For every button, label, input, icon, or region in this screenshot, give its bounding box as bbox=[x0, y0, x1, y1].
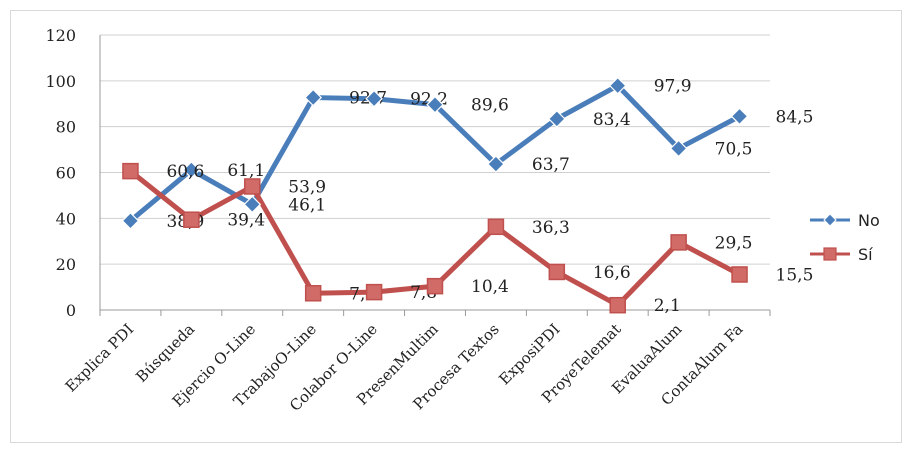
data-label: 53,9 bbox=[288, 177, 326, 197]
data-label: 29,5 bbox=[715, 233, 753, 253]
data-point-marker bbox=[183, 211, 200, 228]
data-point-marker bbox=[244, 178, 261, 195]
legend-marker bbox=[823, 213, 837, 227]
data-point-marker bbox=[182, 161, 201, 179]
data-label: 83,4 bbox=[593, 110, 631, 130]
data-label: 70,5 bbox=[715, 139, 753, 159]
data-point-marker bbox=[304, 285, 322, 302]
chart-frame bbox=[10, 10, 902, 443]
y-tick-label: 40 bbox=[56, 209, 76, 228]
y-tick-label: 60 bbox=[56, 164, 76, 183]
data-point-marker bbox=[365, 283, 383, 301]
data-point-marker bbox=[243, 195, 262, 214]
data-label: 46,1 bbox=[288, 195, 326, 215]
data-point-marker bbox=[670, 234, 687, 251]
data-label: 97,9 bbox=[654, 77, 692, 97]
x-tick-label: Búsqueda bbox=[132, 320, 198, 386]
x-tick-label: Explica PDI bbox=[62, 320, 138, 396]
y-tick-label: 100 bbox=[45, 72, 76, 91]
data-point-marker bbox=[426, 277, 444, 295]
legend-label: No bbox=[858, 211, 880, 230]
y-tick-label: 20 bbox=[56, 255, 76, 274]
y-tick-label: 120 bbox=[45, 26, 76, 45]
legend-label: Sí bbox=[858, 245, 873, 264]
data-point-marker bbox=[365, 89, 383, 108]
data-point-marker bbox=[121, 212, 140, 230]
data-label: 36,3 bbox=[532, 218, 570, 238]
data-label: 15,5 bbox=[776, 265, 814, 285]
data-label: 89,6 bbox=[471, 96, 509, 116]
data-point-marker bbox=[487, 155, 505, 173]
y-tick-label: 0 bbox=[66, 301, 76, 320]
data-label: 84,5 bbox=[776, 107, 814, 127]
data-point-marker bbox=[426, 95, 444, 114]
data-label: 2,1 bbox=[654, 296, 681, 316]
data-point-marker bbox=[609, 296, 626, 314]
data-point-marker bbox=[731, 266, 748, 283]
data-label: 61,1 bbox=[227, 161, 265, 181]
data-point-marker bbox=[487, 218, 505, 236]
data-point-marker bbox=[547, 110, 566, 128]
data-point-marker bbox=[548, 263, 566, 281]
data-point-marker bbox=[304, 88, 323, 107]
y-tick-label: 80 bbox=[56, 118, 76, 137]
legend-marker bbox=[823, 247, 837, 261]
data-point-marker bbox=[608, 76, 627, 95]
data-label: 10,4 bbox=[471, 277, 509, 297]
data-label: 16,6 bbox=[593, 263, 631, 283]
data-point-marker bbox=[730, 107, 749, 126]
data-label: 39,4 bbox=[227, 211, 265, 231]
data-label: 60,6 bbox=[166, 162, 204, 182]
data-label: 63,7 bbox=[532, 155, 570, 175]
data-point-marker bbox=[669, 139, 688, 158]
data-point-marker bbox=[122, 162, 139, 180]
